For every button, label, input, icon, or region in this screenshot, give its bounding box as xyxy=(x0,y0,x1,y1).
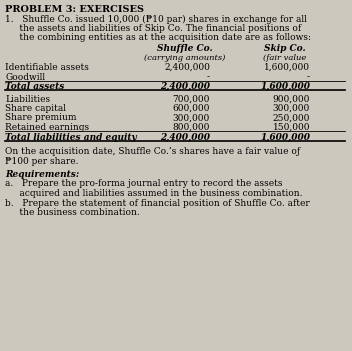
Text: the combining entities as at the acquisition date are as follows:: the combining entities as at the acquisi… xyxy=(5,33,311,42)
Text: 2,400,000: 2,400,000 xyxy=(160,82,210,91)
Text: acquired and liabilities assumed in the business combination.: acquired and liabilities assumed in the … xyxy=(5,189,302,198)
Text: 700,000: 700,000 xyxy=(172,94,210,104)
Text: 300,000: 300,000 xyxy=(273,104,310,113)
Text: b.   Prepare the statement of financial position of Shuffle Co. after: b. Prepare the statement of financial po… xyxy=(5,199,310,207)
Text: Total assets: Total assets xyxy=(5,82,64,91)
Text: 1.   Shuffle Co. issued 10,000 (₱10 par) shares in exchange for all: 1. Shuffle Co. issued 10,000 (₱10 par) s… xyxy=(5,14,307,24)
Text: (fair value: (fair value xyxy=(263,53,307,61)
Text: 300,000: 300,000 xyxy=(173,113,210,122)
Text: 1,600,000: 1,600,000 xyxy=(260,132,310,141)
Text: Retained earnings: Retained earnings xyxy=(5,123,89,132)
Text: 1,600,000: 1,600,000 xyxy=(264,63,310,72)
Text: the assets and liabilities of Skip Co. The financial positions of: the assets and liabilities of Skip Co. T… xyxy=(5,24,301,33)
Text: 800,000: 800,000 xyxy=(172,123,210,132)
Text: 1,600,000: 1,600,000 xyxy=(260,82,310,91)
Text: Identifiable assets: Identifiable assets xyxy=(5,63,89,72)
Text: 600,000: 600,000 xyxy=(172,104,210,113)
Text: -: - xyxy=(207,73,210,81)
Text: Share capital: Share capital xyxy=(5,104,66,113)
Text: 2,400,000: 2,400,000 xyxy=(164,63,210,72)
Text: 900,000: 900,000 xyxy=(273,94,310,104)
Text: 250,000: 250,000 xyxy=(273,113,310,122)
Text: Total liabilities and equity: Total liabilities and equity xyxy=(5,132,137,141)
Text: Requirements:: Requirements: xyxy=(5,170,79,179)
Text: Liabilities: Liabilities xyxy=(5,94,50,104)
Text: Shuffle Co.: Shuffle Co. xyxy=(157,44,213,53)
Text: a.   Prepare the pro-forma journal entry to record the assets: a. Prepare the pro-forma journal entry t… xyxy=(5,179,283,188)
Text: PROBLEM 3: EXERCISES: PROBLEM 3: EXERCISES xyxy=(5,5,144,14)
Text: Goodwill: Goodwill xyxy=(5,73,45,81)
Text: Skip Co.: Skip Co. xyxy=(264,44,306,53)
Text: ₱100 per share.: ₱100 per share. xyxy=(5,157,78,166)
Text: (carrying amounts): (carrying amounts) xyxy=(144,53,226,61)
Text: -: - xyxy=(307,73,310,81)
Text: 2,400,000: 2,400,000 xyxy=(160,132,210,141)
Text: On the acquisition date, Shuffle Co.’s shares have a fair value oƒ: On the acquisition date, Shuffle Co.’s s… xyxy=(5,147,300,156)
Text: Share premium: Share premium xyxy=(5,113,76,122)
Text: the business combination.: the business combination. xyxy=(5,208,140,217)
Text: 150,000: 150,000 xyxy=(272,123,310,132)
